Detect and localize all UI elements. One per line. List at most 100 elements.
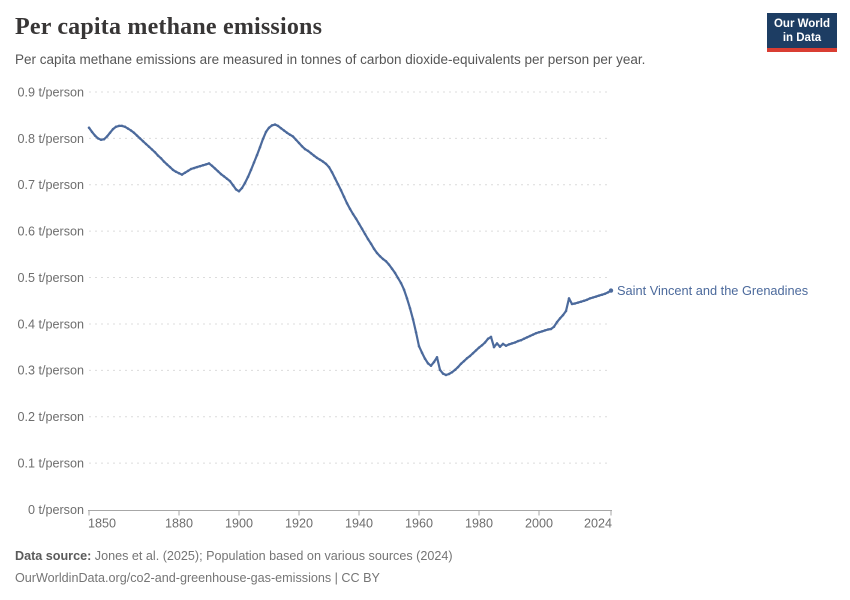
- data-point: [372, 247, 376, 251]
- data-point: [135, 134, 139, 137]
- data-point: [159, 157, 163, 160]
- data-point: [573, 302, 577, 305]
- data-point: [177, 171, 181, 175]
- data-point: [168, 165, 172, 169]
- data-point: [96, 137, 100, 140]
- data-point: [93, 134, 97, 137]
- data-point: [291, 135, 295, 138]
- data-point: [393, 271, 397, 275]
- data-point: [399, 281, 403, 285]
- license-line[interactable]: OurWorldinData.org/co2-and-greenhouse-ga…: [15, 571, 380, 585]
- data-point: [513, 341, 517, 344]
- series-entity-label[interactable]: Saint Vincent and the Grenadines: [617, 283, 808, 298]
- data-point: [246, 175, 250, 179]
- data-point: [576, 301, 580, 304]
- data-point: [240, 186, 244, 190]
- y-tick-label: 0.8 t/person: [17, 132, 84, 146]
- data-point: [162, 160, 166, 163]
- data-point: [144, 142, 148, 146]
- line-chart-canvas[interactable]: 0 t/person 0.1 t/person 0.2 t/person 0.3 t/…: [0, 0, 850, 540]
- data-point: [420, 351, 424, 354]
- data-point: [321, 160, 325, 163]
- y-tick-label: 0 t/person: [28, 503, 84, 517]
- data-point: [318, 158, 322, 161]
- data-point: [459, 362, 463, 366]
- data-point: [99, 138, 103, 142]
- data-point: [273, 123, 277, 126]
- data-point: [342, 195, 346, 199]
- data-point: [336, 183, 340, 186]
- x-tick-label: 1920: [285, 517, 313, 531]
- data-point: [444, 373, 448, 377]
- data-point: [192, 166, 196, 170]
- data-point: [438, 368, 442, 372]
- data-point: [360, 227, 364, 231]
- x-tick-label: 1980: [465, 517, 493, 531]
- data-point: [357, 222, 361, 225]
- data-point: [606, 291, 610, 294]
- series-saint-vincent-line[interactable]: [87, 123, 614, 377]
- data-point: [567, 297, 571, 300]
- y-tick-label: 0.1 t/person: [17, 457, 84, 471]
- data-point: [531, 333, 535, 336]
- data-point: [123, 125, 127, 129]
- data-point: [402, 288, 406, 291]
- x-tick-label: 1960: [405, 517, 433, 531]
- data-point: [495, 342, 499, 345]
- data-point: [315, 156, 319, 160]
- data-point: [378, 254, 382, 258]
- data-point: [594, 295, 598, 298]
- data-point: [102, 138, 106, 141]
- gridlines: [89, 91, 611, 464]
- data-point: [549, 327, 553, 331]
- data-point: [579, 300, 583, 303]
- data-point: [306, 149, 310, 153]
- data-point: [519, 338, 523, 342]
- data-point: [330, 171, 334, 174]
- data-point: [258, 145, 262, 149]
- data-point: [120, 124, 124, 128]
- owid-logo-accent-bar: [767, 48, 837, 52]
- data-point: [105, 135, 109, 138]
- data-point: [165, 163, 169, 166]
- data-point: [198, 164, 202, 168]
- x-tick-label: 1850: [88, 517, 116, 531]
- data-point: [465, 357, 469, 360]
- data-point: [249, 168, 253, 172]
- data-point: [522, 337, 526, 341]
- data-point: [417, 344, 421, 348]
- data-point: [363, 232, 367, 236]
- data-point: [351, 212, 355, 216]
- data-point: [219, 172, 223, 176]
- data-point: [213, 167, 217, 170]
- data-point: [114, 125, 118, 129]
- data-point: [264, 130, 268, 134]
- owid-logo-line2: in Data: [782, 32, 822, 44]
- data-point: [489, 335, 493, 339]
- data-point: [333, 177, 337, 180]
- data-point: [474, 349, 478, 352]
- data-point: [255, 153, 259, 157]
- x-tick-label: 2024: [584, 517, 612, 531]
- data-point: [537, 331, 541, 334]
- data-point: [483, 341, 487, 344]
- data-point: [486, 337, 490, 341]
- data-point: [501, 342, 505, 346]
- data-point: [435, 356, 439, 359]
- data-point: [243, 181, 247, 185]
- x-tick-label: 1900: [225, 517, 253, 531]
- y-tick-label: 0.2 t/person: [17, 410, 84, 424]
- data-point: [543, 329, 547, 332]
- data-point: [348, 207, 352, 211]
- data-point: [288, 133, 292, 136]
- data-point: [222, 175, 226, 178]
- owid-logo[interactable]: Our World in Data: [767, 13, 837, 52]
- data-line: [87, 123, 613, 377]
- data-point: [546, 328, 550, 331]
- data-point: [189, 167, 193, 171]
- data-point: [138, 137, 142, 140]
- chart-footer: Data source: Jones et al. (2025); Popula…: [15, 545, 453, 589]
- data-point: [588, 297, 592, 300]
- data-point: [432, 360, 436, 364]
